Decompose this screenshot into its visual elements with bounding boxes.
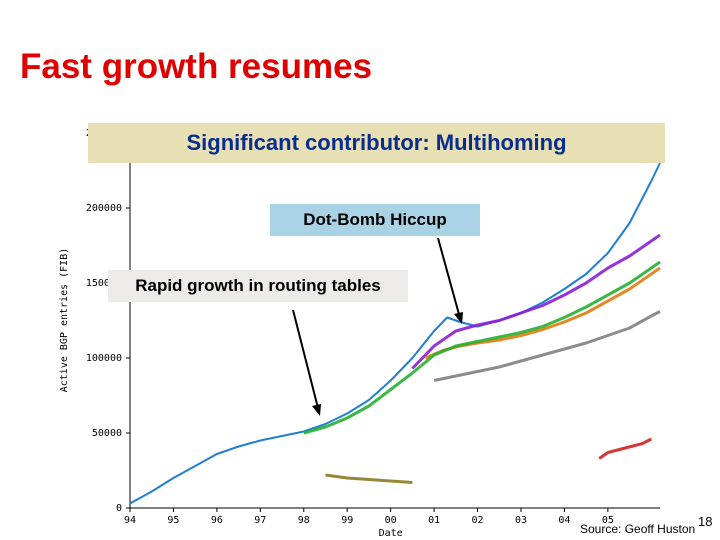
rapid-growth-arrow bbox=[292, 309, 319, 409]
x-tick-label: 97 bbox=[254, 515, 266, 526]
x-tick-label: 01 bbox=[428, 515, 440, 526]
x-tick-label: 04 bbox=[558, 515, 570, 526]
series-line-6 bbox=[325, 473, 413, 484]
x-tick-label: 98 bbox=[298, 515, 310, 526]
y-axis-label: Active BGP entries (FIB) bbox=[59, 248, 70, 393]
dotbomb-arrow bbox=[437, 237, 461, 319]
y-tick-label: 100000 bbox=[86, 353, 122, 364]
series-line-5 bbox=[598, 437, 652, 460]
rapid-growth-callout: Rapid growth in routing tables bbox=[108, 270, 408, 302]
chart-series-layer bbox=[129, 162, 661, 505]
series-line-3 bbox=[303, 260, 661, 435]
x-axis-label: Date bbox=[379, 528, 403, 539]
dotbomb-callout: Dot-Bomb Hiccup bbox=[270, 204, 480, 236]
y-tick-label: 200000 bbox=[86, 203, 122, 214]
slide-number: 18 bbox=[698, 514, 713, 529]
x-tick-label: 05 bbox=[602, 515, 614, 526]
rapid-growth-arrowhead bbox=[312, 404, 321, 416]
x-tick-label: 03 bbox=[515, 515, 527, 526]
dotbomb-arrowhead bbox=[454, 312, 463, 324]
series-line-4 bbox=[433, 310, 661, 382]
y-tick-label: 50000 bbox=[92, 428, 122, 439]
source-note: Source: Geoff Huston bbox=[580, 522, 696, 536]
series-line-1 bbox=[411, 233, 661, 370]
y-tick-label: 150000 bbox=[86, 278, 122, 289]
multihoming-callout: Significant contributor: Multihoming bbox=[88, 123, 665, 163]
x-tick-label: 95 bbox=[167, 515, 179, 526]
series-line-0 bbox=[129, 162, 661, 505]
callout-arrows bbox=[292, 237, 463, 416]
y-tick-label: 0 bbox=[116, 503, 122, 514]
x-tick-label: 02 bbox=[472, 515, 484, 526]
x-tick-label: 00 bbox=[385, 515, 397, 526]
x-tick-label: 96 bbox=[211, 515, 223, 526]
x-tick-label: 99 bbox=[341, 515, 353, 526]
slide-title: Fast growth resumes bbox=[20, 47, 373, 86]
x-tick-label: 94 bbox=[124, 515, 136, 526]
